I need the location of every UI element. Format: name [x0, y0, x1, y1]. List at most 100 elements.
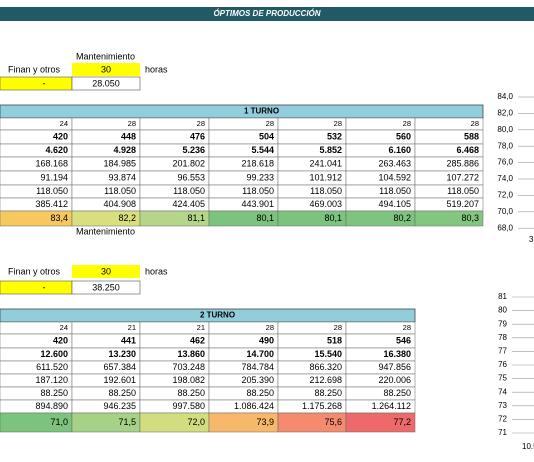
cell-value: 560 [396, 131, 411, 141]
score: 75,6 [324, 417, 342, 427]
cell-value: 13.860 [177, 349, 205, 359]
cell-value: 28 [197, 119, 205, 128]
cell-value: 15.540 [314, 349, 342, 359]
cell-value: 13.230 [108, 349, 136, 359]
cell-value: 104.592 [378, 172, 411, 182]
y-tick-label: 72 [498, 415, 507, 424]
cell [71, 76, 141, 91]
cell-value: 28 [471, 119, 479, 128]
cell-value: 263.463 [378, 158, 411, 168]
score: 80,1 [256, 213, 274, 223]
cell-value: 476 [190, 131, 205, 141]
cell-value: 192.601 [103, 375, 136, 385]
cell-value: 546 [396, 335, 411, 345]
cell-value: 420 [53, 335, 68, 345]
cell-value: 1.175.268 [302, 401, 342, 411]
cell-value: 28 [403, 119, 411, 128]
score: 80,3 [461, 213, 479, 223]
cell-value: 93.874 [108, 172, 136, 182]
cell-value: 12.600 [40, 349, 68, 359]
y-tick-label: 81 [498, 292, 507, 301]
y-tick-label: 76,0 [497, 158, 513, 167]
cell-value: 866.320 [309, 362, 342, 372]
cell-value: 404.908 [103, 199, 136, 209]
cell-value: 88.250 [246, 388, 274, 398]
cell-value: 494.105 [378, 199, 411, 209]
label: Mantenimiento [76, 226, 135, 236]
label: Mantenimiento [76, 51, 135, 61]
cell-value: 220.006 [378, 375, 411, 385]
cell-value: 118.050 [379, 186, 411, 196]
y-tick-label: 78 [498, 333, 507, 342]
cell-value: 946.235 [103, 401, 136, 411]
value: - [43, 78, 46, 88]
y-tick-label: 80 [498, 306, 507, 315]
cell-value: 118.050 [242, 186, 274, 196]
cell-value: 424.405 [172, 199, 205, 209]
cell-value: 6.468 [456, 145, 479, 155]
cell-value: 28 [334, 119, 342, 128]
score: 71,5 [118, 417, 136, 427]
cell-value: 21 [128, 323, 136, 332]
cell-value: 703.248 [172, 362, 205, 372]
cell-value: 462 [190, 335, 205, 345]
y-tick-label: 82,0 [497, 109, 513, 118]
y-tick-label: 74,0 [497, 174, 513, 183]
cell-value: 28 [334, 323, 342, 332]
score: 72,0 [187, 417, 205, 427]
cell-value: 212.698 [309, 375, 342, 385]
score: 77,2 [393, 417, 411, 427]
cell-value: 96.553 [177, 172, 205, 182]
cell-value: 448 [121, 131, 136, 141]
y-tick-label: 68,0 [497, 223, 513, 232]
cell-value: 420 [53, 131, 68, 141]
cell-value: 24 [60, 119, 68, 128]
y-tick-label: 70,0 [497, 207, 513, 216]
sheet-title: ÓPTIMOS DE PRODUCCIÓN [213, 9, 320, 18]
score: 83,4 [50, 213, 68, 223]
cell-value: 88.250 [314, 388, 342, 398]
cell-value: 784.784 [241, 362, 274, 372]
cell-value: 198.082 [172, 375, 205, 385]
cell-value: 107.272 [446, 172, 479, 182]
cell-value: 118.050 [310, 186, 342, 196]
y-tick-label: 72,0 [497, 191, 513, 200]
cell [71, 280, 141, 295]
cell-value: 118.050 [173, 186, 205, 196]
input-value: 30 [101, 266, 111, 276]
cell-value: 441 [121, 335, 136, 345]
cell-value: 16.380 [383, 349, 411, 359]
label: Finan y otros [8, 64, 61, 74]
cell-value: 5.236 [182, 145, 205, 155]
value: - [43, 282, 46, 292]
table-title: 2 TURNO [200, 311, 235, 320]
score: 80,2 [393, 213, 411, 223]
cell-value: 241.041 [309, 158, 342, 168]
cell-value: 518 [327, 335, 342, 345]
input-cell [0, 76, 73, 91]
y-tick-label: 84,0 [497, 92, 513, 101]
table-header [0, 104, 484, 119]
cell-value: 14.700 [246, 349, 274, 359]
cell-value: 469.003 [309, 199, 342, 209]
y-tick-label: 78,0 [497, 141, 513, 150]
y-tick-label: 76 [498, 360, 507, 369]
cell-value: 385.412 [35, 199, 68, 209]
cell-value: 504 [259, 131, 274, 141]
y-tick-label: 80,0 [497, 125, 513, 134]
cell-value: 4.928 [113, 145, 136, 155]
score: 80,1 [324, 213, 342, 223]
score: 82,2 [118, 213, 136, 223]
cell-value: 168.168 [35, 158, 68, 168]
cell-value: 894.890 [35, 401, 68, 411]
x-tick-label: 3 [529, 235, 534, 244]
cell-value: 28 [403, 323, 411, 332]
score: 81,1 [187, 213, 205, 223]
cell-value: 4.620 [45, 145, 68, 155]
input-cell [0, 280, 73, 295]
y-tick-label: 77 [498, 347, 507, 356]
cell-value: 532 [327, 131, 342, 141]
table-title: 1 TURNO [244, 107, 279, 116]
cell-value: 21 [197, 323, 205, 332]
